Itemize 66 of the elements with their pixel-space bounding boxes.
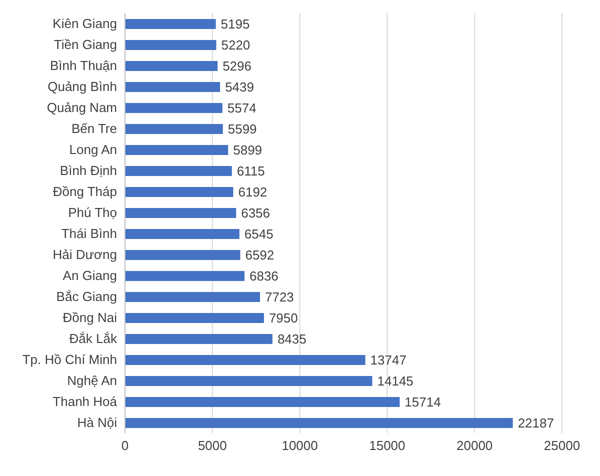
data-label: 6356 <box>241 206 270 221</box>
x-tick-label: 20000 <box>456 438 493 454</box>
data-label: 7950 <box>268 310 298 326</box>
bar <box>125 229 240 239</box>
bar <box>125 19 216 29</box>
x-tick-label: 5000 <box>198 438 227 454</box>
data-label: 7723 <box>265 290 294 305</box>
y-tick-label: Đồng Nai <box>62 310 118 326</box>
data-label: 5599 <box>228 122 257 137</box>
data-label: 5195 <box>220 16 250 32</box>
data-label: 8435 <box>277 332 306 347</box>
data-label: 5220 <box>221 38 250 53</box>
bar <box>125 208 236 218</box>
y-tick-label: Đồng Tháp <box>52 184 117 200</box>
bar <box>125 250 240 260</box>
bar <box>125 40 216 50</box>
x-tick-label: 10000 <box>282 438 318 454</box>
x-tick-label: 25000 <box>544 438 580 454</box>
data-label: 6545 <box>244 226 274 242</box>
y-tick-label: Hà Nội <box>77 415 118 430</box>
x-tick-label: 15000 <box>369 438 406 454</box>
bar <box>125 271 244 281</box>
data-label: 13747 <box>370 352 406 368</box>
bar <box>125 313 264 323</box>
data-label: 6115 <box>236 164 265 179</box>
y-tick-label: Phú Thọ <box>68 205 117 220</box>
bar <box>125 61 218 71</box>
y-tick-label: Long An <box>69 142 117 158</box>
bar <box>125 166 232 176</box>
data-label: 5574 <box>227 100 256 116</box>
y-tick-label: Nghệ An <box>67 373 117 388</box>
y-tick-label: Bình Định <box>60 163 117 178</box>
y-tick-label: Đắk Lắk <box>69 331 118 346</box>
y-tick-label: Bến Tre <box>71 121 117 136</box>
bar <box>125 376 372 386</box>
y-tick-label: Bình Thuận <box>50 58 117 74</box>
bar <box>125 334 272 344</box>
data-label: 6836 <box>249 268 278 284</box>
bar <box>125 355 366 365</box>
y-tick-label: Quảng Bình <box>48 79 117 94</box>
bar <box>125 145 228 155</box>
bar <box>125 418 513 428</box>
y-tick-label: Thanh Hoá <box>52 394 118 410</box>
data-label: 6592 <box>245 248 274 263</box>
bar <box>125 187 234 197</box>
y-tick-label: Bắc Giang <box>56 289 117 304</box>
bar <box>125 103 222 113</box>
bar <box>125 82 220 92</box>
data-label: 22187 <box>518 416 554 431</box>
bar <box>125 292 260 302</box>
x-tick-label: 0 <box>121 438 129 454</box>
data-label: 14145 <box>377 374 414 389</box>
data-label: 5296 <box>222 58 252 74</box>
y-tick-label: Tiền Giang <box>54 37 117 52</box>
data-label: 15714 <box>404 394 441 410</box>
data-label: 6192 <box>238 184 268 200</box>
bar <box>125 124 223 134</box>
y-tick-label: Kiên Giang <box>52 16 117 32</box>
y-tick-label: An Giang <box>62 268 117 284</box>
y-tick-label: Quảng Nam <box>46 100 117 116</box>
data-label: 5899 <box>233 142 262 158</box>
bar <box>125 397 400 407</box>
y-tick-label: Tp. Hồ Chí Minh <box>22 352 117 368</box>
y-tick-label: Thái Bình <box>61 226 117 242</box>
data-label: 5439 <box>225 80 254 95</box>
y-tick-label: Hải Dương <box>52 247 117 262</box>
